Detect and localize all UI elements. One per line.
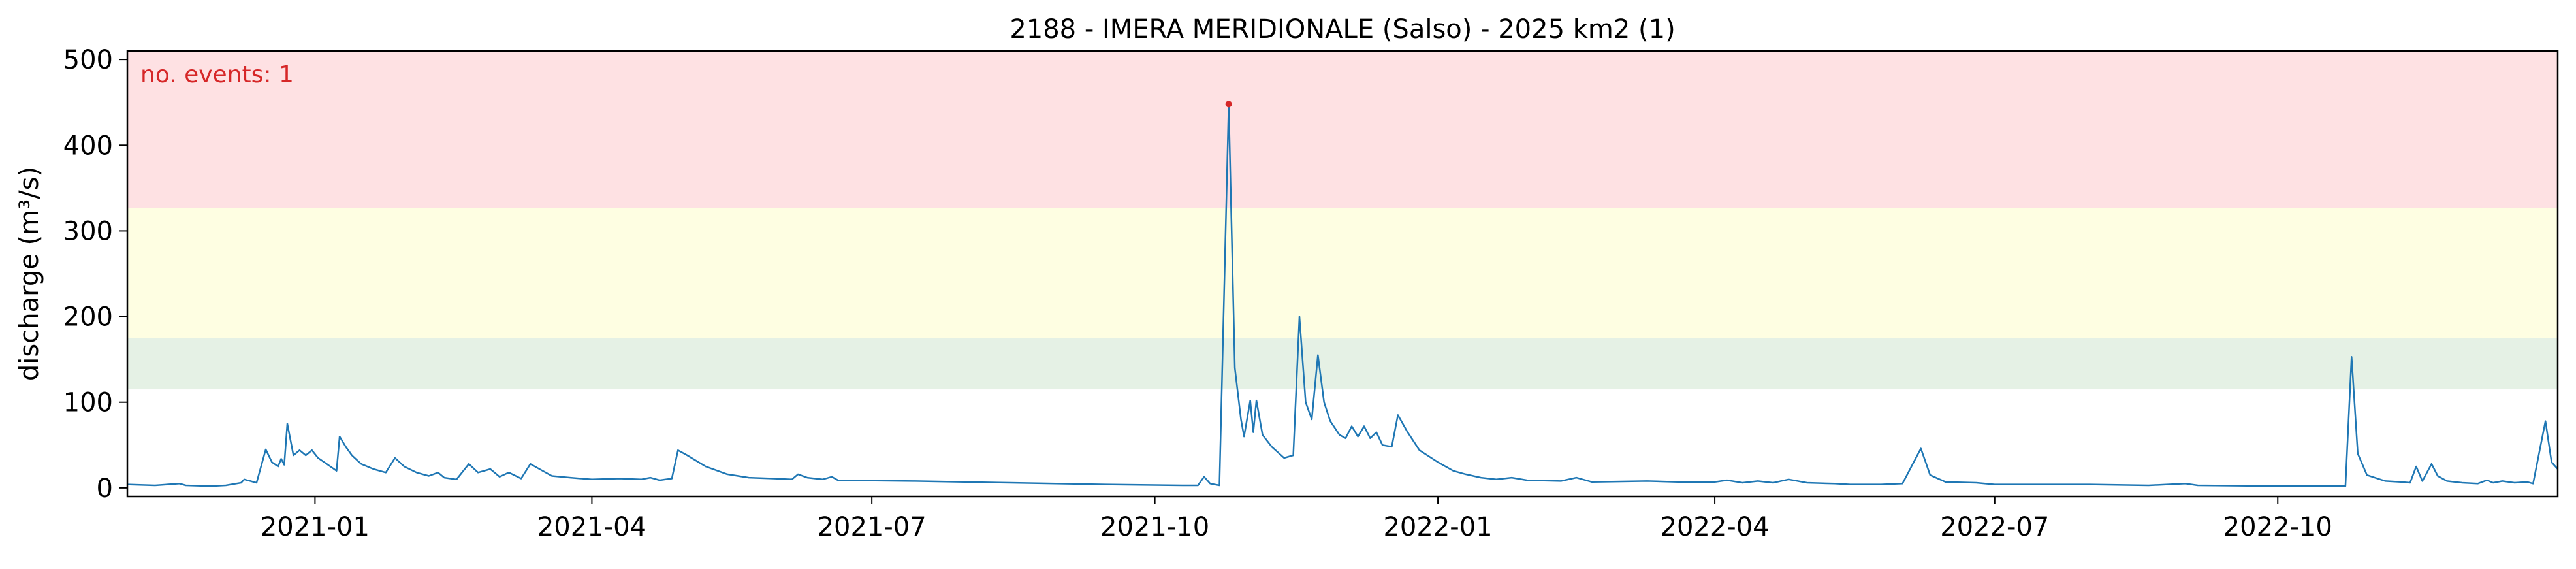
event-point-0	[1225, 101, 1232, 108]
y-axis-label: discharge (m³/s)	[14, 167, 44, 381]
x-tick-label: 2021-04	[537, 512, 646, 542]
chart-title: 2188 - IMERA MERIDIONALE (Salso) - 2025 …	[1010, 14, 1675, 44]
threshold-band-0	[127, 338, 2558, 390]
x-tick-label: 2022-04	[1661, 512, 1770, 542]
discharge-series	[127, 103, 2558, 487]
threshold-band-2	[127, 51, 2558, 208]
x-tick-label: 2022-07	[1940, 512, 2049, 542]
x-tick-label: 2022-01	[1383, 512, 1492, 542]
y-tick-label: 400	[63, 131, 113, 161]
threshold-band-1	[127, 208, 2558, 338]
events-annotation: no. events: 1	[140, 61, 294, 88]
y-tick-label: 300	[63, 216, 113, 246]
threshold-bands	[127, 51, 2558, 390]
discharge-line	[127, 103, 2558, 487]
y-tick-label: 500	[63, 45, 113, 75]
plot-frame	[126, 50, 2559, 498]
x-tick-label: 2021-01	[261, 512, 370, 542]
x-axis-ticks: 2021-01 2021-04 2021-07 2021-10 2022-01 2022-…	[261, 496, 2332, 542]
x-tick-label: 2022-10	[2223, 512, 2332, 542]
y-tick-label: 100	[63, 388, 113, 418]
y-tick-label: 0	[97, 474, 113, 504]
y-tick-label: 200	[63, 302, 113, 333]
event-markers	[1225, 101, 1232, 108]
y-axis-ticks: 0 100 200 300 400 500	[63, 45, 127, 504]
x-tick-label: 2021-10	[1100, 512, 1209, 542]
x-tick-label: 2021-07	[818, 512, 927, 542]
